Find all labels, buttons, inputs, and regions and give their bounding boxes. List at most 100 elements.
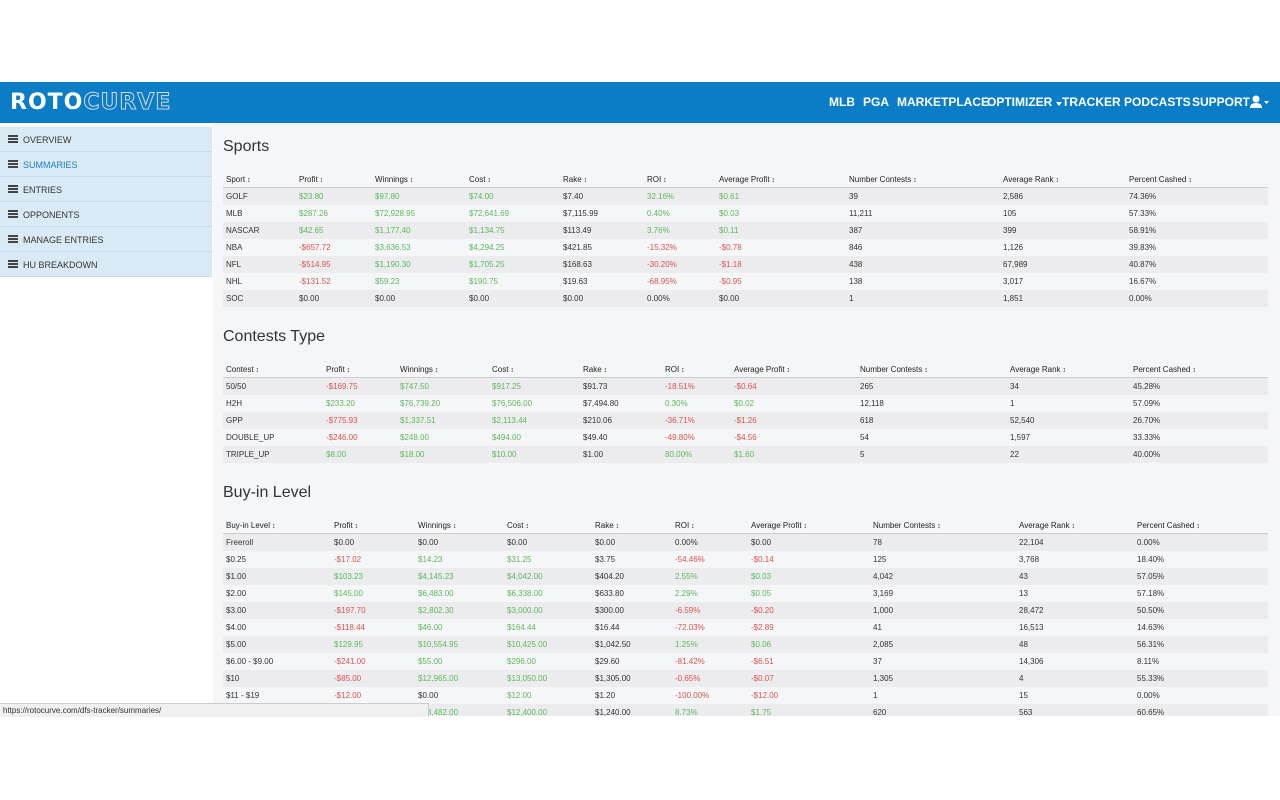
nav-link[interactable]: OPTIMIZER <box>987 95 1062 109</box>
table-cell: $1,337.51 <box>400 416 436 425</box>
column-header[interactable]: Rake <box>595 521 619 530</box>
table-cell: 0.30% <box>665 399 688 408</box>
column-header[interactable]: Average Rank <box>1010 365 1066 374</box>
column-header[interactable]: Number Contests <box>860 365 928 374</box>
column-header[interactable]: Number Contests <box>873 521 941 530</box>
table-cell: $1.75 <box>751 708 772 716</box>
column-header[interactable]: Profit <box>299 175 323 184</box>
column-header[interactable]: Average Profit <box>751 521 807 530</box>
nav-link[interactable]: PGA <box>863 95 890 109</box>
table-cell: $494.00 <box>492 433 521 442</box>
table-row: Freeroll $0.00 $0.00 $0.00 $0.00 0.00% $0.00 78… <box>223 534 1268 551</box>
nav-link[interactable]: MARKETPLACE <box>897 95 989 109</box>
column-header[interactable]: Winnings <box>375 175 413 184</box>
column-header[interactable]: ROI <box>675 521 695 530</box>
nav-text: OPTIMIZER <box>987 95 1053 109</box>
column-header[interactable]: Winnings <box>418 521 456 530</box>
column-header[interactable]: Percent Cashed <box>1129 175 1192 184</box>
column-header[interactable]: Average Rank <box>1019 521 1075 530</box>
table-cell: 34 <box>1010 382 1019 391</box>
sidebar-label: HU BREAKDOWN <box>23 260 98 270</box>
column-header[interactable]: Winnings <box>400 365 438 374</box>
table-cell: -$0.14 <box>751 555 774 564</box>
table-cell: 1.25% <box>675 640 698 649</box>
table-cell: $0.00 <box>418 538 439 547</box>
table-cell: $917.25 <box>492 382 521 391</box>
table-cell: $1,305.00 <box>595 674 631 683</box>
table-cell: $7,494.80 <box>583 399 619 408</box>
column-header[interactable]: Number Contests <box>849 175 917 184</box>
table-cell: -$0.64 <box>734 382 757 391</box>
icon <box>8 235 18 243</box>
table-cell: 387 <box>849 226 863 235</box>
column-header[interactable]: Profit <box>334 521 358 530</box>
table-cell: 846 <box>849 243 863 252</box>
column-header[interactable]: Rake <box>583 365 607 374</box>
table-cell: 125 <box>873 555 887 564</box>
table-cell: $404.20 <box>595 572 624 581</box>
user-menu[interactable] <box>1250 95 1270 109</box>
nav-link[interactable]: TRACKER <box>1062 95 1121 109</box>
column-header[interactable]: Percent Cashed <box>1133 365 1196 374</box>
table-cell: $1,705.25 <box>469 260 505 269</box>
table-cell: $0.00 <box>418 691 439 700</box>
table-cell: GOLF <box>226 192 248 201</box>
table-cell: 39.83% <box>1129 243 1157 252</box>
column-header[interactable]: Average Profit <box>719 175 775 184</box>
table-cell: $129.95 <box>334 640 363 649</box>
column-header[interactable]: Average Profit <box>734 365 790 374</box>
table-cell: TRIPLE_UP <box>226 450 270 459</box>
column-header[interactable]: Cost <box>469 175 491 184</box>
table-cell: -68.95% <box>647 277 677 286</box>
table-cell: $421.85 <box>563 243 592 252</box>
column-header[interactable]: Contest <box>226 365 259 374</box>
table-cell: $0.00 <box>507 538 528 547</box>
sidebar-item[interactable]: HU BREAKDOWN <box>0 252 212 277</box>
nav-link[interactable]: PODCASTS <box>1124 95 1191 109</box>
nav-link[interactable]: SUPPORT <box>1192 95 1251 109</box>
table-cell: $2,802.30 <box>418 606 454 615</box>
column-header[interactable]: Average Rank <box>1003 175 1059 184</box>
column-header[interactable]: ROI <box>665 365 685 374</box>
column-header[interactable]: Cost <box>492 365 514 374</box>
table-cell: -6.59% <box>675 606 701 615</box>
table-cell: 1,305 <box>873 674 894 683</box>
sidebar-item[interactable]: ENTRIES <box>0 177 212 202</box>
table-cell: -$6.51 <box>751 657 774 666</box>
column-header[interactable]: Cost <box>507 521 529 530</box>
table-cell: NHL <box>226 277 243 286</box>
table-cell: 0.00% <box>1129 294 1152 303</box>
table-cell: 399 <box>1003 226 1017 235</box>
table-cell: $0.00 <box>563 294 584 303</box>
table-cell: $12,400.00 <box>507 708 548 716</box>
nav-link[interactable]: MLB <box>829 95 855 109</box>
table-cell: Freeroll <box>226 538 254 547</box>
column-header[interactable]: Rake <box>563 175 587 184</box>
table-cell: -54.46% <box>675 555 705 564</box>
table-cell: 40.87% <box>1129 260 1157 269</box>
sidebar-item[interactable]: SUMMARIES <box>0 152 212 177</box>
icon <box>8 260 18 268</box>
table-cell: -36.71% <box>665 416 695 425</box>
sidebar-item[interactable]: MANAGE ENTRIES <box>0 227 212 252</box>
sidebar-item[interactable]: OVERVIEW <box>0 127 212 152</box>
table-cell: 618 <box>860 416 874 425</box>
table-cell: 55.33% <box>1137 674 1165 683</box>
column-header[interactable]: Percent Cashed <box>1137 521 1200 530</box>
table-header: Sport Profit Winnings Cost Rake ROI Average Pr… <box>223 171 1268 188</box>
table-cell: 57.18% <box>1137 589 1165 598</box>
table-cell: $164.44 <box>507 623 536 632</box>
column-header[interactable]: Sport <box>226 175 251 184</box>
column-header[interactable]: Profit <box>326 365 350 374</box>
table-cell: $1.20 <box>595 691 616 700</box>
logo[interactable]: ROTOCURVE <box>10 90 171 116</box>
sidebar-item[interactable]: OPPONENTS <box>0 202 212 227</box>
column-header[interactable]: ROI <box>647 175 667 184</box>
table-cell: $4,145.23 <box>418 572 454 581</box>
table-row: $10 -$85.00 $12,965.00 $13,050.00 $1,305.00 -… <box>223 670 1268 687</box>
table-cell: 14,306 <box>1019 657 1044 666</box>
column-header[interactable]: Buy-in Level <box>226 521 275 530</box>
table-cell: 43 <box>1019 572 1028 581</box>
table-cell: $6,483.00 <box>418 589 454 598</box>
table-cell: 138 <box>849 277 863 286</box>
